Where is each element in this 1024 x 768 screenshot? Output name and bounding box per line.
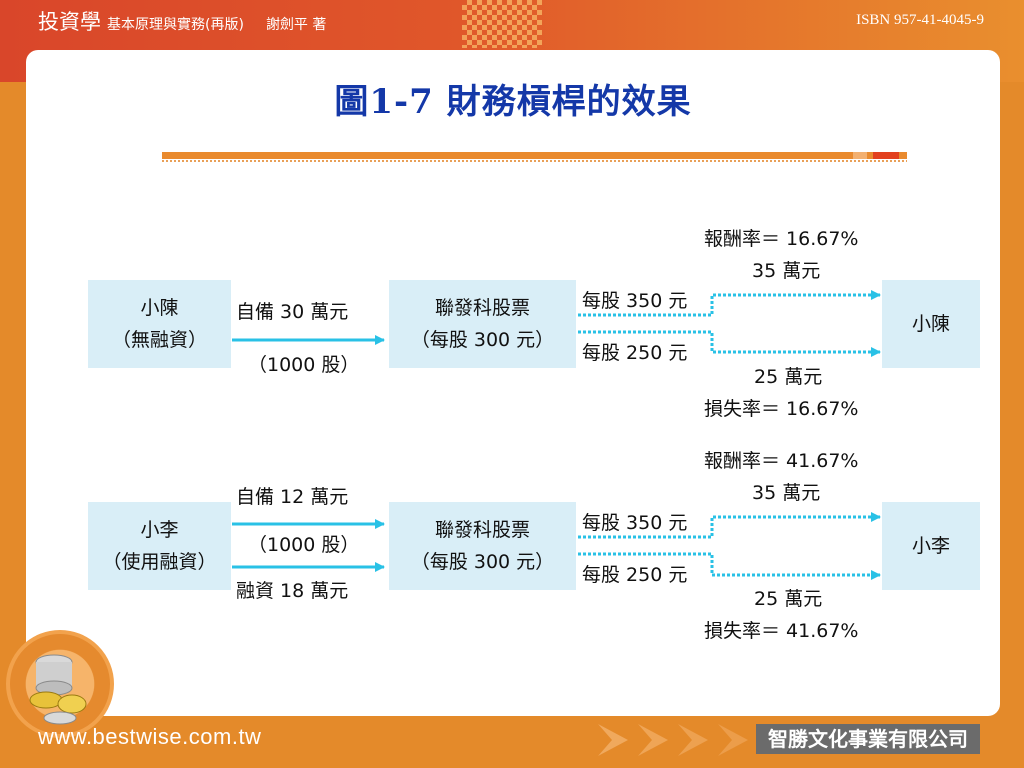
publisher-name: 智勝文化事業有限公司 <box>756 724 980 754</box>
down-price-bottom: 每股 250 元 <box>582 564 688 586</box>
result-box-bottom: 小李 <box>882 502 980 590</box>
header-pattern <box>462 0 542 48</box>
title-dotted-line <box>162 160 907 162</box>
gain-rate-bottom: 報酬率＝ 41.67% <box>704 450 859 472</box>
slide-title: 圖1-7 財務槓桿的效果 <box>334 82 692 122</box>
title-underline <box>162 152 907 159</box>
loss-amount-top: 25 萬元 <box>754 366 823 388</box>
result-box-top: 小陳 <box>882 280 980 368</box>
book-title: 投資學 <box>38 10 101 34</box>
up-arrow-bottom <box>578 512 881 539</box>
stock-price-top: （每股 300 元） <box>410 329 555 351</box>
book-author: 謝劍平 著 <box>265 17 327 33</box>
book-subtitle: 基本原理與實務(再版) <box>107 17 244 33</box>
investor-note-top: （無融資） <box>111 329 207 351</box>
result-name-top: 小陳 <box>911 313 950 335</box>
result-name-bottom: 小李 <box>911 535 950 557</box>
fund-label-top: 自備 30 萬元 <box>236 301 349 323</box>
stock-box-bottom: 聯發科股票 （每股 300 元） <box>389 502 576 590</box>
fund-label-bottom: 自備 12 萬元 <box>236 486 349 508</box>
loan-label-bottom: 融資 18 萬元 <box>236 580 349 602</box>
down-price-top: 每股 250 元 <box>582 342 688 364</box>
investor-name-top: 小陳 <box>140 297 179 319</box>
investor-box-bottom: 小李 （使用融資） <box>88 502 231 590</box>
stock-name-bottom: 聯發科股票 <box>434 519 530 541</box>
gain-amount-top: 35 萬元 <box>752 260 821 282</box>
stock-name-top: 聯發科股票 <box>434 297 530 319</box>
down-arrow-top <box>578 330 881 357</box>
up-price-top: 每股 350 元 <box>582 290 688 312</box>
up-price-bottom: 每股 350 元 <box>582 512 688 534</box>
investor-name-bottom: 小李 <box>140 519 179 541</box>
coins-icon <box>29 654 87 725</box>
book-header: 投資學 基本原理與實務(再版) 謝劍平 著 <box>38 6 326 36</box>
stock-price-bottom: （每股 300 元） <box>410 551 555 573</box>
stock-box-top: 聯發科股票 （每股 300 元） <box>389 280 576 368</box>
up-arrow-top <box>578 290 881 317</box>
gain-rate-top: 報酬率＝ 16.67% <box>704 228 859 250</box>
loss-amount-bottom: 25 萬元 <box>754 588 823 610</box>
loss-rate-top: 損失率＝ 16.67% <box>704 398 859 420</box>
gain-amount-bottom: 35 萬元 <box>752 482 821 504</box>
chevron-arrows-icon <box>598 724 748 756</box>
shares-label-top: （1000 股） <box>248 354 360 376</box>
investor-box-top: 小陳 （無融資） <box>88 280 231 368</box>
investor-note-bottom: （使用融資） <box>102 551 217 573</box>
shares-label-bottom: （1000 股） <box>248 534 360 556</box>
coins-logo <box>6 630 114 738</box>
down-arrow-bottom <box>578 552 881 580</box>
isbn-label: ISBN 957-41-4045-9 <box>856 12 984 28</box>
loss-rate-bottom: 損失率＝ 41.67% <box>704 620 859 642</box>
website-link[interactable]: www.bestwise.com.tw <box>38 724 262 749</box>
